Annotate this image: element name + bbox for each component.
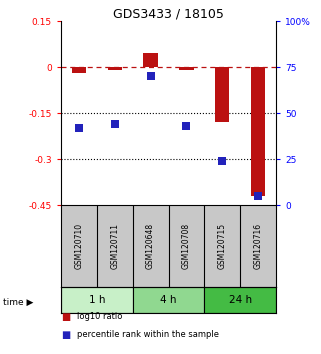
Text: GSM120716: GSM120716 [254, 223, 263, 269]
Bar [251, 67, 265, 196]
Text: percentile rank within the sample: percentile rank within the sample [77, 330, 219, 339]
Text: ■: ■ [61, 330, 70, 339]
Bar [143, 53, 158, 67]
Text: 24 h: 24 h [229, 295, 252, 305]
Bar [108, 67, 122, 70]
Point [256, 193, 261, 199]
Text: log10 ratio: log10 ratio [77, 312, 122, 321]
Text: GSM120711: GSM120711 [110, 223, 119, 269]
Bar [179, 67, 194, 70]
Text: time ▶: time ▶ [3, 298, 34, 307]
Text: 4 h: 4 h [160, 295, 177, 305]
Bar [61, 287, 133, 313]
Text: GSM120708: GSM120708 [182, 223, 191, 269]
Bar [72, 67, 86, 73]
Text: 1 h: 1 h [89, 295, 105, 305]
Point [148, 74, 153, 79]
Point [112, 121, 117, 127]
Text: GSM120710: GSM120710 [74, 223, 83, 269]
Title: GDS3433 / 18105: GDS3433 / 18105 [113, 7, 224, 20]
Point [76, 125, 82, 131]
Point [184, 123, 189, 129]
Bar [133, 287, 204, 313]
Point [220, 158, 225, 164]
Bar [215, 67, 230, 122]
Text: ■: ■ [61, 312, 70, 322]
Text: GSM120648: GSM120648 [146, 223, 155, 269]
Text: GSM120715: GSM120715 [218, 223, 227, 269]
Bar [204, 287, 276, 313]
